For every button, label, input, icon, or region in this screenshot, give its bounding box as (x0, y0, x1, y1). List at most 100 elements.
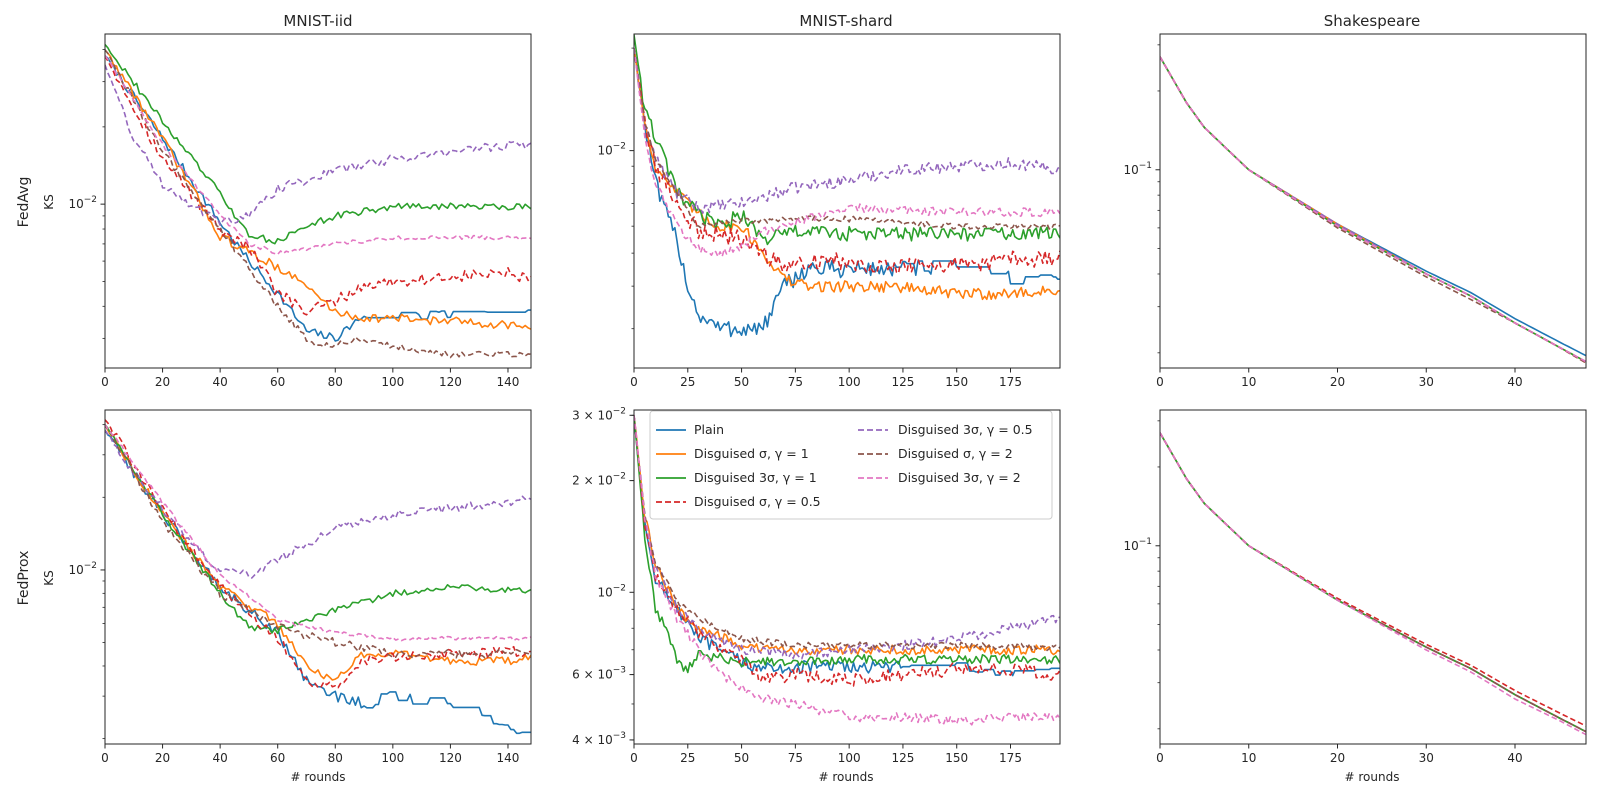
series-line-plain (105, 55, 531, 342)
x-tick-label: 100 (838, 375, 861, 389)
x-tick-label: 25 (680, 751, 695, 765)
x-tick-label: 30 (1419, 751, 1434, 765)
x-tick-label: 80 (328, 375, 343, 389)
series-line-disguised-sigma-g-0-5 (105, 55, 531, 316)
series-line-disguised-3sigma-g-2 (105, 55, 531, 256)
column-title-mnist-shard: MNIST-shard (799, 12, 892, 30)
series-group (634, 415, 1060, 726)
series-line-disguised-3sigma-g-2 (1160, 432, 1586, 736)
subplot-2: 10−20 25 50 75 100 125 150 175 (597, 33, 1061, 389)
series-line-disguised-3sigma-g-0-5 (105, 429, 531, 579)
subplot-5: 4 × 10−36 × 10−310−22 × 10−23 × 10−20 25 5… (572, 406, 1061, 765)
x-tick-label: 10 (1241, 375, 1256, 389)
legend-label-3sigma-g05: Disguised 3σ, γ = 0.5 (898, 422, 1033, 437)
x-axis-label-mnist-shard: # rounds (819, 770, 874, 784)
x-tick-label: 75 (788, 375, 803, 389)
series-line-disguised-sigma-g-2 (105, 424, 531, 659)
series-line-disguised-3sigma-g-2 (105, 424, 531, 642)
legend-label-sigma-g1: Disguised σ, γ = 1 (694, 446, 809, 461)
series-line-disguised-3sigma-g-0-5 (634, 415, 1060, 660)
x-tick-label: 10 (1241, 751, 1256, 765)
series-line-disguised-3sigma-g-0-5 (634, 48, 1060, 214)
x-tick-label: 40 (212, 375, 227, 389)
x-tick-label: 60 (270, 375, 285, 389)
axes-frame (104, 33, 532, 369)
axes-frame (104, 409, 532, 745)
x-tick-label: 20 (1330, 375, 1345, 389)
series-line-disguised-sigma-g-2 (634, 48, 1060, 230)
series-line-disguised-3sigma-g-2 (1160, 56, 1586, 363)
series-line-disguised-sigma-g-1 (105, 49, 531, 330)
x-tick-label: 175 (999, 375, 1022, 389)
x-axis-label-mnist-iid: # rounds (291, 770, 346, 784)
series-line-disguised-sigma-g-0-5 (634, 415, 1060, 687)
x-tick-label: 140 (497, 751, 520, 765)
column-title-shakespeare: Shakespeare (1324, 12, 1420, 30)
x-tick-label: 40 (212, 751, 227, 765)
x-tick-label: 120 (439, 375, 462, 389)
x-tick-label: 20 (1330, 751, 1345, 765)
x-tick-label: 150 (945, 375, 968, 389)
x-tick-label: 25 (680, 375, 695, 389)
legend: Plain Disguised σ, γ = 1 Disguised 3σ, γ… (649, 410, 1053, 520)
x-tick-label: 20 (155, 375, 170, 389)
subplot-3: 10−10 10 20 30 40 (1123, 33, 1587, 389)
x-tick-label: 0 (630, 375, 638, 389)
series-line-disguised-3sigma-g-1 (105, 424, 531, 635)
x-tick-label: 100 (381, 751, 404, 765)
legend-label-sigma-g05: Disguised σ, γ = 0.5 (694, 494, 821, 509)
row-label-fedprox: FedProx (16, 551, 32, 606)
x-tick-label: 75 (788, 751, 803, 765)
axes-frame (1159, 409, 1587, 745)
x-tick-label: 40 (1507, 375, 1522, 389)
x-tick-label: 80 (328, 751, 343, 765)
series-line-disguised-3sigma-g-2 (634, 415, 1060, 726)
series-line-disguised-3sigma-g-0-5 (105, 64, 531, 226)
series-group (105, 419, 531, 735)
legend-label-3sigma-g2: Disguised 3σ, γ = 2 (898, 470, 1021, 485)
x-tick-label: 100 (838, 751, 861, 765)
legend-label-sigma-g2: Disguised σ, γ = 2 (898, 446, 1013, 461)
series-line-disguised-sigma-g-2 (105, 49, 531, 359)
y-axis-label-fedavg: KS (42, 194, 56, 210)
x-tick-label: 20 (155, 751, 170, 765)
axes-frame (633, 409, 1061, 745)
series-group (1160, 432, 1586, 736)
x-tick-label: 40 (1507, 751, 1522, 765)
x-tick-label: 120 (439, 751, 462, 765)
legend-frame (649, 410, 1053, 520)
x-tick-label: 0 (101, 375, 109, 389)
x-tick-label: 0 (101, 751, 109, 765)
series-line-disguised-sigma-g-2 (634, 415, 1060, 652)
y-tick-label: 3 × 10−2 (572, 406, 626, 422)
y-axis-label-fedprox: KS (42, 570, 56, 586)
column-title-mnist-iid: MNIST-iid (283, 12, 352, 30)
y-tick-label: 2 × 10−2 (572, 472, 626, 488)
series-line-disguised-3sigma-g-2 (634, 48, 1060, 258)
axes-frame (1159, 33, 1587, 369)
series-line-disguised-3sigma-g-1 (105, 43, 531, 245)
x-tick-label: 60 (270, 751, 285, 765)
y-tick-label: 6 × 10−3 (572, 666, 626, 682)
x-tick-label: 125 (891, 375, 914, 389)
x-tick-label: 140 (497, 375, 520, 389)
x-tick-label: 100 (381, 375, 404, 389)
legend-label-3sigma-g1: Disguised 3σ, γ = 1 (694, 470, 817, 485)
axes-frame (633, 33, 1061, 369)
x-tick-label: 175 (999, 751, 1022, 765)
series-group (105, 43, 531, 359)
x-tick-label: 125 (891, 751, 914, 765)
row-label-fedavg: FedAvg (16, 177, 32, 228)
x-tick-label: 0 (1156, 751, 1164, 765)
legend-label-plain: Plain (694, 422, 724, 437)
subplot-4: 10−20 20 40 60 80 100 120 140 (68, 409, 532, 765)
series-group (634, 34, 1060, 338)
y-tick-label: 4 × 10−3 (572, 731, 626, 747)
x-tick-label: 30 (1419, 375, 1434, 389)
x-tick-label: 50 (734, 751, 749, 765)
x-axis-label-shakespeare: # rounds (1345, 770, 1400, 784)
x-tick-label: 0 (1156, 375, 1164, 389)
x-tick-label: 50 (734, 375, 749, 389)
